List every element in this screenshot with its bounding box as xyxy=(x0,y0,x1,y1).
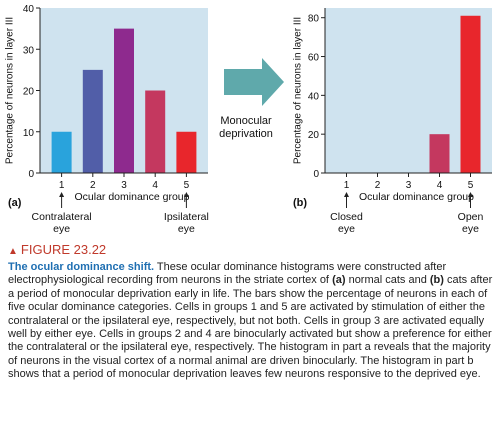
panel-b-right-annotation: Open xyxy=(458,211,484,223)
panel-a-x-tick-label: 1 xyxy=(59,180,65,191)
panel-a-bar-2 xyxy=(82,69,103,173)
panel-a-x-tick-label: 2 xyxy=(90,180,96,191)
panel-b-y-tick-label: 40 xyxy=(308,91,320,102)
panel-b-x-tick-label: 1 xyxy=(344,180,350,191)
arrow-label-line1: Monocular xyxy=(220,115,272,127)
monocular-deprivation-arrow: Monocular deprivation xyxy=(219,58,284,140)
panel-b-left-arrow-head xyxy=(344,192,349,197)
panel-a-x-tick-label: 4 xyxy=(152,180,158,191)
panel-a-letter: (a) xyxy=(8,197,22,209)
panel-b-y-tick-label: 20 xyxy=(308,130,320,141)
caption-lead: The ocular dominance shift. xyxy=(8,261,155,273)
panel-b-left-annotation: Closed xyxy=(330,211,363,223)
panel-b-y-tick-label: 0 xyxy=(313,169,319,180)
caption-part-3: cats after a period of monocular depriva… xyxy=(8,274,493,381)
panel-a-y-tick-label: 20 xyxy=(23,87,35,98)
panel-b-left-annotation: eye xyxy=(338,223,355,235)
panel-a-bar-4 xyxy=(145,90,166,173)
panel-a-y-axis-label: Percentage of neurons in layer III xyxy=(5,17,16,164)
panel-a-y-tick-label: 10 xyxy=(23,128,35,139)
panel-b-right-arrow-head xyxy=(468,192,473,197)
caption-text: The ocular dominance shift. These ocular… xyxy=(8,261,494,382)
panel-b-y-axis-label: Percentage of neurons in layer III xyxy=(293,17,304,164)
figure-caption: ▲ FIGURE 23.22 The ocular dominance shift… xyxy=(8,242,494,382)
panel-a: 0 10 20 30 40 1 2 3 4 5 Percentage of neurons in l… xyxy=(5,4,209,235)
figure-label: ▲ FIGURE 23.22 xyxy=(8,242,494,259)
panel-b-x-axis-label: Ocular dominance group xyxy=(359,191,474,203)
panel-b: 0 20 40 60 80 1 2 3 4 5 Percentage of neurons in l… xyxy=(293,8,492,235)
panel-b-y-tick-label: 80 xyxy=(308,14,320,25)
panel-a-right-arrow-head xyxy=(183,192,189,197)
panel-a-bar-1 xyxy=(51,131,72,173)
panel-b-right-annotation: eye xyxy=(462,223,479,235)
panel-a-bar-5 xyxy=(176,131,197,173)
panel-a-left-arrow-head xyxy=(59,192,65,197)
caption-part-1: These ocular dominance histograms were c… xyxy=(8,261,447,287)
figure-number: FIGURE 23.22 xyxy=(20,242,107,257)
panel-b-x-tick-label: 4 xyxy=(437,180,443,191)
panel-a-y-tick-label: 0 xyxy=(28,169,34,180)
arrow-label-line2: deprivation xyxy=(219,128,273,140)
panel-b-x-tick-label: 2 xyxy=(375,180,381,191)
arrow-shape xyxy=(224,58,284,106)
panel-a-y-tick-label: 40 xyxy=(23,4,35,15)
panel-a-right-annotation: eye xyxy=(178,223,195,235)
caption-ref-a: (a) xyxy=(332,274,346,287)
panel-b-letter: (b) xyxy=(293,197,307,209)
panel-a-left-annotation: Contralateral xyxy=(32,211,92,223)
panel-b-y-tick-label: 60 xyxy=(308,53,320,64)
panel-a-x-tick-label: 5 xyxy=(184,180,190,191)
panel-a-y-tick-label: 30 xyxy=(23,45,35,56)
panel-b-bar-5 xyxy=(460,15,481,173)
panel-a-x-axis-label: Ocular dominance group xyxy=(75,191,190,203)
panel-a-right-annotation: Ipsilateral xyxy=(164,211,209,223)
panel-b-bar-4 xyxy=(429,134,450,173)
triangle-icon: ▲ xyxy=(8,246,18,257)
panel-b-x-tick-label: 5 xyxy=(468,180,474,191)
panel-a-left-annotation: eye xyxy=(53,223,70,235)
panel-b-x-tick-label: 3 xyxy=(406,180,412,191)
caption-ref-b: (b) xyxy=(429,274,444,287)
caption-part-2: normal cats and xyxy=(345,274,430,287)
panel-a-x-tick-label: 3 xyxy=(121,180,127,191)
panel-a-bar-3 xyxy=(114,28,134,173)
